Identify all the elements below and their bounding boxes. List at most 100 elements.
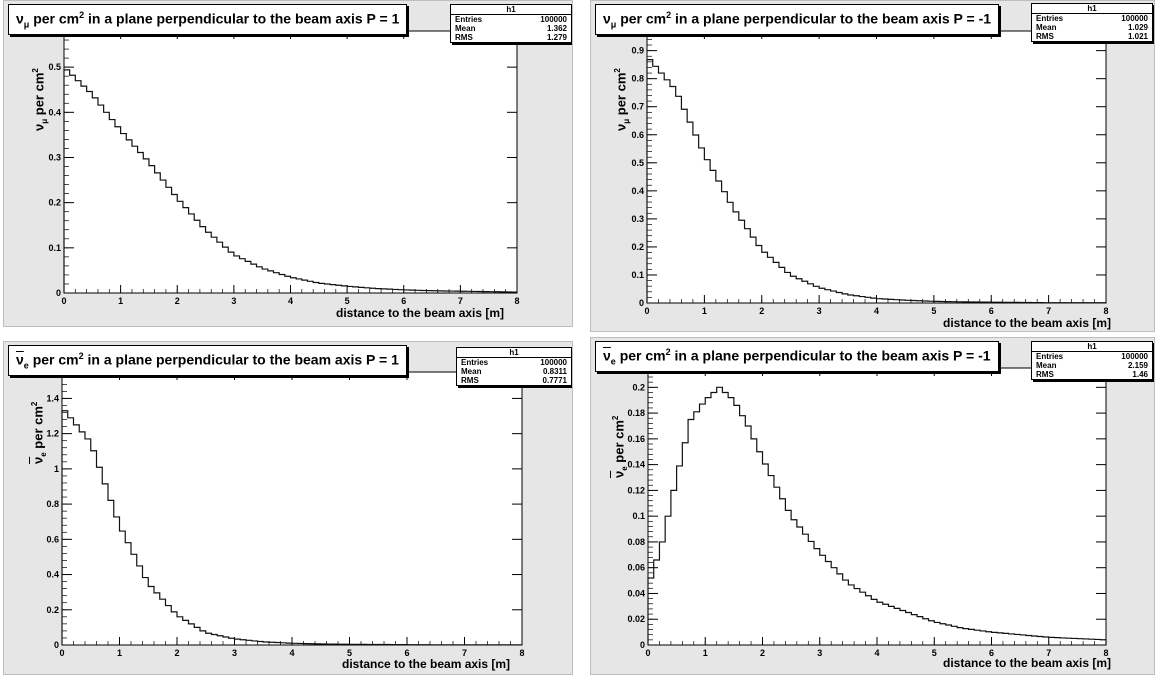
y-tick-label: 0.5 xyxy=(631,158,644,168)
y-tick-label: 0.2 xyxy=(632,382,645,392)
y-tick-label: 0.2 xyxy=(48,198,61,208)
y-axis-label: νe per cm2 xyxy=(611,415,629,478)
x-tick-label: 4 xyxy=(874,648,879,658)
x-tick-label: 0 xyxy=(644,306,649,316)
y-tick-label: 0.18 xyxy=(627,408,645,418)
stats-rms-row: RMS 1.279 xyxy=(455,33,567,42)
histogram-plot-area: 0 1 2 3 4 5 6 7 8 0 0.1 0.2 0.3 0.4 0.5 0.6 0.7 0.8 0.9 xyxy=(631,30,1109,316)
stats-rms-row: RMS 0.7771 xyxy=(461,376,567,385)
stats-box: h1 Entries 100000 Mean 0.8311 RMS 0.7771 xyxy=(456,347,572,386)
y-tick-label: 0.02 xyxy=(627,614,645,624)
x-tick-label: 8 xyxy=(1103,306,1108,316)
stats-rms-row: RMS 1.46 xyxy=(1036,370,1148,379)
x-tick-label: 6 xyxy=(401,296,406,306)
stats-rms-row: RMS 1.021 xyxy=(1036,32,1148,41)
y-tick-label: 0.8 xyxy=(631,74,644,84)
y-tick-label: 0.1 xyxy=(631,270,644,280)
x-tick-label: 3 xyxy=(817,648,822,658)
y-tick-label: 0 xyxy=(639,298,644,308)
histogram-plot-area: 0 1 2 3 4 5 6 7 8 0 0.2 0.4 0.6 0.8 1 1.2 1.4 xyxy=(46,371,525,658)
plot-frame xyxy=(646,30,1107,304)
y-tick-label: 0.7 xyxy=(631,102,644,112)
stats-entries-row: Entries 100000 xyxy=(455,15,567,24)
x-tick-label: 1 xyxy=(118,296,123,306)
stats-mean-row: Mean 1.029 xyxy=(1036,23,1148,32)
x-tick-label: 5 xyxy=(347,648,352,658)
stats-name: h1 xyxy=(1032,4,1152,14)
y-tick-label: 0.2 xyxy=(631,242,644,252)
y-tick-label: 0.9 xyxy=(631,46,644,56)
histogram-series-line xyxy=(646,59,1107,304)
stats-mean-row: Mean 0.8311 xyxy=(461,367,567,376)
histogram-panel-nu-mu-pm1: 0 1 2 3 4 5 6 7 8 0 0.1 0.2 0.3 0.4 0.5 0.6 0.7 0.8 0.9 νμ… xyxy=(590,0,1155,332)
x-tick-label: 4 xyxy=(288,296,293,306)
y-tick-label: 0.3 xyxy=(631,214,644,224)
x-axis-label: distance to the beam axis [m] xyxy=(943,316,1112,330)
y-tick-label: 0.4 xyxy=(48,107,61,117)
x-tick-label: 0 xyxy=(645,648,650,658)
x-tick-label: 5 xyxy=(931,306,936,316)
chart-title: νμ per cm2 in a plane perpendicular to t… xyxy=(595,4,1000,36)
stats-name: h1 xyxy=(451,5,571,15)
stats-box: h1 Entries 100000 Mean 2.159 RMS 1.46 xyxy=(1031,341,1153,380)
histogram-plot-area: 0 1 2 3 4 5 6 7 8 0 0.1 0.2 0.3 0.4 0.5 xyxy=(48,30,520,306)
y-tick-label: 0.6 xyxy=(46,534,59,544)
chart-title: νμ per cm2 in a plane perpendicular to t… xyxy=(8,4,408,36)
x-tick-label: 5 xyxy=(345,296,350,306)
x-tick-label: 6 xyxy=(989,306,994,316)
y-axis-label: νμ per cm2 xyxy=(31,68,49,131)
stats-entries-row: Entries 100000 xyxy=(1036,352,1148,361)
chart-title: νe per cm2 in a plane perpendicular to t… xyxy=(595,341,999,373)
y-tick-label: 0.8 xyxy=(46,499,59,509)
y-tick-label: 0 xyxy=(56,288,61,298)
y-tick-label: 1.2 xyxy=(46,429,59,439)
stats-name: h1 xyxy=(1032,342,1152,352)
y-tick-label: 0.4 xyxy=(631,186,644,196)
x-tick-label: 1 xyxy=(703,648,708,658)
x-tick-label: 4 xyxy=(289,648,294,658)
y-tick-label: 1.4 xyxy=(46,393,59,403)
x-tick-label: 5 xyxy=(932,648,937,658)
stats-entries-row: Entries 100000 xyxy=(461,358,567,367)
histogram-panel-nu-mu-p1: 0 1 2 3 4 5 6 7 8 0 0.1 0.2 0.3 0.4 0.5 νμ per cm2 in … xyxy=(3,0,573,327)
x-tick-label: 1 xyxy=(117,648,122,658)
y-tick-label: 0.1 xyxy=(48,243,61,253)
histogram-panel-nubar-e-p1: 0 1 2 3 4 5 6 7 8 0 0.2 0.4 0.6 0.8 1 1.2 1.4 νe per cm2… xyxy=(3,341,573,675)
x-tick-label: 6 xyxy=(989,648,994,658)
y-tick-label: 0.3 xyxy=(48,152,61,162)
y-tick-label: 0.4 xyxy=(46,570,59,580)
x-tick-label: 7 xyxy=(1046,648,1051,658)
plot-frame xyxy=(61,371,523,646)
y-tick-label: 0.16 xyxy=(627,434,645,444)
histogram-series-line xyxy=(647,386,1107,645)
x-tick-label: 2 xyxy=(174,648,179,658)
x-tick-label: 2 xyxy=(175,296,180,306)
x-tick-label: 6 xyxy=(404,648,409,658)
x-tick-label: 2 xyxy=(760,648,765,658)
x-tick-label: 4 xyxy=(874,306,879,316)
histogram-plot-area: 0 1 2 3 4 5 6 7 8 0 0.02 0.04 0.06 0.08 0.1 0.12 0.14 0.1… xyxy=(627,367,1109,658)
x-tick-label: 8 xyxy=(519,648,524,658)
y-axis-label: νμ per cm2 xyxy=(613,68,631,131)
x-tick-label: 3 xyxy=(231,296,236,306)
y-tick-label: 0.6 xyxy=(631,130,644,140)
y-tick-label: 0.06 xyxy=(627,563,645,573)
x-axis-label: distance to the beam axis [m] xyxy=(943,656,1112,670)
x-tick-label: 8 xyxy=(514,296,519,306)
y-tick-label: 0 xyxy=(640,640,645,650)
histogram-panel-nubar-e-pm1: 0 1 2 3 4 5 6 7 8 0 0.02 0.04 0.06 0.08 0.1 0.12 0.14 0.1… xyxy=(590,337,1155,675)
x-tick-label: 3 xyxy=(817,306,822,316)
y-tick-label: 0.5 xyxy=(48,62,61,72)
stats-mean-row: Mean 2.159 xyxy=(1036,361,1148,370)
y-tick-label: 0.2 xyxy=(46,605,59,615)
histogram-series-line xyxy=(61,410,523,646)
stats-box: h1 Entries 100000 Mean 1.029 RMS 1.021 xyxy=(1031,3,1153,42)
x-tick-label: 7 xyxy=(462,648,467,658)
stats-name: h1 xyxy=(457,348,571,358)
x-tick-label: 1 xyxy=(702,306,707,316)
x-tick-label: 7 xyxy=(458,296,463,306)
plot-frame xyxy=(647,367,1107,646)
x-tick-label: 0 xyxy=(59,648,64,658)
x-axis-label: distance to the beam axis [m] xyxy=(342,657,511,671)
y-tick-label: 0.08 xyxy=(627,537,645,547)
